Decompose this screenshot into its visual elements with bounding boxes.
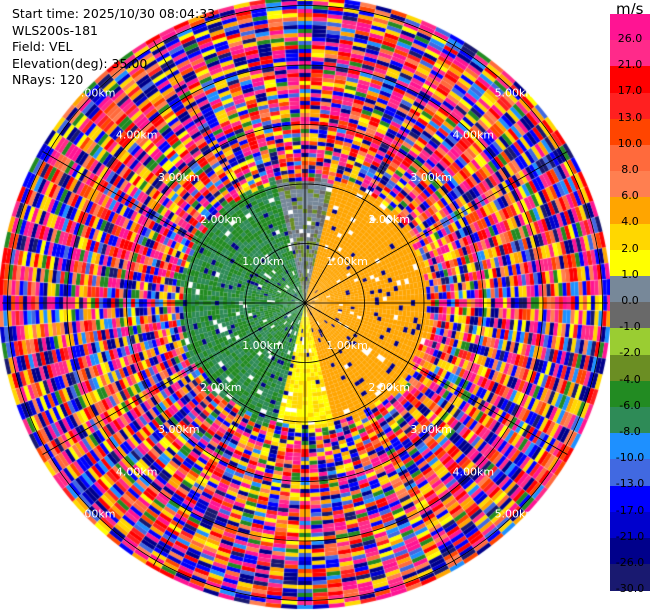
colorbar-tick-label: -8.0 [619,425,641,438]
range-ring-label: 3.00km [410,423,452,436]
colorbar-swatch [610,407,650,434]
colorbar-tick-label: 0.0 [621,294,639,307]
colorbar-swatch [610,354,650,382]
colorbar-swatch [610,459,650,487]
azimuth-spoke [304,302,568,455]
colorbar-tick-label: 21.0 [617,58,643,72]
range-ring-label: 5.00km [495,87,537,100]
range-ring-label: 4.00km [116,129,158,142]
azimuth-spoke [42,151,306,304]
colorbar-unit: m/s [616,0,644,18]
colorbar-tick-label: -1.0 [619,320,641,334]
colorbar-swatch [610,485,650,513]
colorbar-tick-label: 1.0 [621,267,639,281]
range-ring-label: 2.00km [200,381,242,394]
colorbar-swatch [610,171,650,198]
colorbar-tick-label: -4.0 [619,372,641,386]
colorbar-tick-label: 17.0 [617,84,643,98]
colorbar-tick-label: 26.0 [617,32,643,45]
colorbar-swatch [610,538,650,565]
nrays-label: NRays: 120 [12,72,84,87]
range-ring-label: 5.00km [495,507,537,520]
range-ring-label: 5.00km [74,507,116,520]
ppi-plot: 1.00km 1.00km 1.00km 1.00km 2.00km 2.00km 2.00… [0,0,610,610]
colorbar-swatch [610,145,650,172]
colorbar-swatch [610,118,650,146]
azimuth-spoke [42,302,306,455]
range-ring-label: 3.00km [158,171,200,184]
colorbar-tick-label: -26.0 [615,556,645,569]
range-ring-label: 3.00km [158,423,200,436]
azimuth-spoke [304,151,568,304]
start-time-label: Start time: 2025/10/30 08:04:33 [12,6,216,21]
colorbar-tick-label: 10.0 [617,136,643,150]
scan-info: Start time: 2025/10/30 08:04:33 WLS200s-… [12,6,215,89]
colorbar-tick-label: 13.0 [617,110,643,124]
colorbar-swatch [610,223,650,251]
colorbar-swatch [610,92,650,120]
colorbar-tick-label: -17.0 [615,503,645,517]
colorbar-tick-label: 8.0 [621,163,639,176]
colorbar-swatch [610,564,650,591]
colorbar-tick-label: -21.0 [615,529,645,543]
colorbar-tick-label: 4.0 [621,215,639,229]
colorbar-swatch [610,66,650,94]
elevation-label: Elevation(deg): 35.00 [12,55,148,71]
colorbar-tick-label: -13.0 [615,477,645,491]
colorbar-swatch [610,380,650,408]
azimuth-spoke [153,302,306,566]
range-ring-label: 4.00km [453,465,495,478]
colorbar-tick-label: 2.0 [621,241,639,255]
colorbar-swatch [610,14,650,41]
range-ring-label: 1.00km [326,339,368,352]
colorbar-tick-label: -2.0 [619,346,641,360]
colorbar-tick-label: -6.0 [619,398,641,412]
range-ring-label: 1.00km [242,255,284,268]
colorbar: m/s 26.0 21.0 17.0 13.0 10.0 8.0 6.0 4.0 2.0 1.0 0… [610,0,650,610]
colorbar-swatch [610,40,650,67]
station-label: WLS200s-181 [12,22,98,38]
range-ring-label: 3.00km [410,171,452,184]
range-ring-label: 5.00km [74,87,116,100]
range-ring-label: 4.00km [116,465,158,478]
range-ring-label: 1.00km [326,255,368,268]
colorbar-swatch [610,302,650,329]
range-ring-label: 1.00km [242,339,284,352]
range-ring-label: 4.00km [453,129,495,142]
range-ring-label: 2.00km [368,381,410,394]
colorbar-swatch [610,328,650,356]
range-ring-overlay: 1.00km 1.00km 1.00km 1.00km 2.00km 2.00km 2.00… [2,0,608,606]
range-ring-label: 2.00km [200,213,242,226]
azimuth-spoke [304,40,457,304]
colorbar-swatch [610,511,650,539]
colorbar-swatch [610,276,650,303]
colorbar-tick-label: 6.0 [621,189,639,203]
colorbar-tick-label: -30.0 [615,582,645,596]
colorbar-swatch [610,249,650,277]
azimuth-spoke [304,302,457,566]
range-ring-label: 2.00km [368,213,410,226]
field-label: Field: VEL [12,39,73,54]
azimuth-spoke [153,40,306,304]
colorbar-swatch [610,197,650,225]
colorbar-swatch [610,433,650,460]
colorbar-tick-label: -10.0 [615,451,645,465]
